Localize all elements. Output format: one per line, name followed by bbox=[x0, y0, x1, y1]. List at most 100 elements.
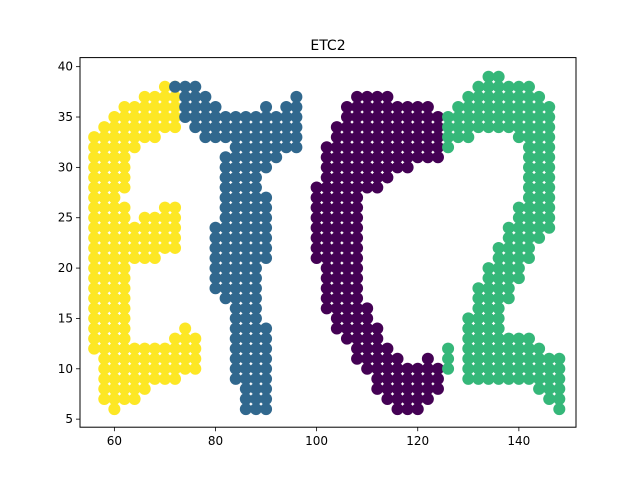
data-point bbox=[553, 382, 566, 395]
data-point bbox=[199, 131, 212, 144]
data-point bbox=[472, 342, 485, 355]
data-point bbox=[128, 382, 141, 395]
data-point bbox=[98, 312, 111, 325]
data-point bbox=[330, 151, 343, 164]
data-point bbox=[543, 100, 556, 113]
data-point bbox=[169, 332, 182, 345]
data-point bbox=[492, 262, 505, 275]
data-point bbox=[108, 403, 121, 416]
data-point bbox=[330, 121, 343, 134]
y-tick-label: 35 bbox=[58, 110, 73, 124]
data-point bbox=[88, 201, 101, 214]
data-point bbox=[229, 151, 242, 164]
data-point bbox=[158, 362, 171, 375]
data-point bbox=[249, 171, 262, 184]
data-point bbox=[118, 241, 131, 254]
data-point bbox=[533, 100, 546, 113]
data-point bbox=[320, 262, 333, 275]
data-point bbox=[543, 161, 556, 174]
data-point bbox=[492, 90, 505, 103]
data-point bbox=[462, 322, 475, 335]
data-point bbox=[330, 252, 343, 265]
data-point bbox=[371, 332, 384, 345]
data-point bbox=[260, 241, 273, 254]
data-point bbox=[502, 241, 515, 254]
data-point bbox=[533, 131, 546, 144]
data-point bbox=[219, 181, 232, 194]
data-point bbox=[340, 322, 353, 335]
data-point bbox=[128, 111, 141, 124]
data-point bbox=[229, 352, 242, 365]
data-point bbox=[199, 111, 212, 124]
data-point bbox=[522, 161, 535, 174]
data-point bbox=[522, 191, 535, 204]
data-point bbox=[169, 121, 182, 134]
data-point bbox=[98, 241, 111, 254]
data-point bbox=[260, 141, 273, 154]
data-point bbox=[229, 292, 242, 305]
data-point bbox=[351, 90, 364, 103]
data-point bbox=[88, 191, 101, 204]
data-point bbox=[108, 191, 121, 204]
data-point bbox=[442, 342, 455, 355]
data-point bbox=[158, 211, 171, 224]
data-point bbox=[148, 342, 161, 355]
data-point bbox=[351, 352, 364, 365]
data-point bbox=[270, 151, 283, 164]
data-point bbox=[543, 141, 556, 154]
data-point bbox=[320, 141, 333, 154]
data-point bbox=[492, 70, 505, 83]
data-point bbox=[209, 221, 222, 234]
series-3-points bbox=[442, 70, 566, 416]
data-point bbox=[219, 161, 232, 174]
data-point bbox=[169, 221, 182, 234]
data-point bbox=[118, 100, 131, 113]
data-point bbox=[522, 90, 535, 103]
data-point bbox=[280, 131, 293, 144]
data-point bbox=[351, 342, 364, 355]
data-point bbox=[169, 352, 182, 365]
data-point bbox=[361, 151, 374, 164]
data-point bbox=[98, 302, 111, 315]
data-point bbox=[108, 322, 121, 335]
data-point bbox=[108, 141, 121, 154]
data-point bbox=[371, 181, 384, 194]
data-point bbox=[169, 211, 182, 224]
data-point bbox=[351, 231, 364, 244]
x-tick-label: 140 bbox=[507, 434, 530, 448]
data-point bbox=[138, 252, 151, 265]
data-point bbox=[543, 111, 556, 124]
data-point bbox=[229, 322, 242, 335]
data-point bbox=[189, 90, 202, 103]
data-point bbox=[361, 352, 374, 365]
data-point bbox=[148, 221, 161, 234]
data-point bbox=[249, 403, 262, 416]
plot-frame bbox=[79, 57, 577, 428]
data-point bbox=[118, 211, 131, 224]
data-point bbox=[492, 302, 505, 315]
data-point bbox=[179, 342, 192, 355]
data-point bbox=[502, 252, 515, 265]
data-point bbox=[280, 100, 293, 113]
data-point bbox=[158, 221, 171, 234]
data-point bbox=[239, 272, 252, 285]
data-point bbox=[472, 282, 485, 295]
data-point bbox=[371, 382, 384, 395]
data-point bbox=[88, 141, 101, 154]
data-point bbox=[391, 382, 404, 395]
data-point bbox=[229, 362, 242, 375]
data-point bbox=[492, 292, 505, 305]
data-point bbox=[351, 141, 364, 154]
data-point bbox=[209, 131, 222, 144]
data-point bbox=[381, 393, 394, 405]
data-point bbox=[98, 332, 111, 345]
data-point bbox=[431, 372, 444, 385]
data-point bbox=[88, 272, 101, 285]
data-point bbox=[260, 161, 273, 174]
data-point bbox=[249, 272, 262, 285]
ticks-layer: 60 80 100 120 140 5 10 15 20 25 30 35 40 bbox=[58, 60, 531, 449]
data-point bbox=[158, 121, 171, 134]
data-point bbox=[543, 171, 556, 184]
data-point bbox=[522, 352, 535, 365]
data-point bbox=[108, 111, 121, 124]
